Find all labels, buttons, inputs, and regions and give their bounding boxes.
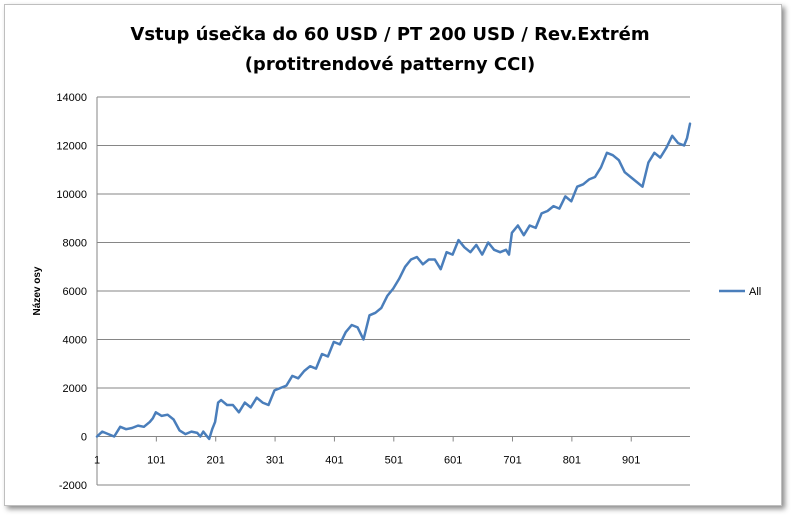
x-tick-label: 301: [266, 455, 284, 467]
chart-title-line-1: Vstup úsečka do 60 USD / PT 200 USD / Re…: [130, 24, 650, 45]
x-tick-label: 1: [94, 455, 100, 467]
x-tick-label: 601: [444, 455, 462, 467]
y-tick-label: 12000: [56, 141, 87, 153]
y-tick-label: 2000: [63, 383, 87, 395]
y-tick-label: 10000: [56, 189, 87, 201]
x-tick-labels: 1 101 201 301 401 501 601 701 801 901: [94, 455, 640, 467]
x-tick-label: 701: [503, 455, 521, 467]
y-tick-label: 4000: [63, 335, 87, 347]
y-tick-label: 0: [81, 432, 87, 444]
x-tick-label: 801: [563, 455, 581, 467]
y-tick-label: 14000: [56, 92, 87, 104]
legend: All: [719, 286, 761, 298]
y-tick-labels: -2000 0 2000 4000 6000 8000 10000 12000 14000: [56, 92, 87, 492]
x-tick-label: 401: [325, 455, 343, 467]
gridlines: [97, 96, 690, 486]
y-tick-label: 8000: [63, 238, 87, 250]
y-axis-title: Název osy: [32, 266, 43, 315]
x-tick-label: 901: [622, 455, 640, 467]
series-line-all: [95, 122, 692, 441]
x-tick-label: 101: [147, 455, 165, 467]
y-tick-label: 6000: [63, 286, 87, 298]
y-tick-label: -2000: [59, 480, 87, 492]
axes: [96, 97, 690, 485]
chart-title-line-2: (protitrendové patterny CCI): [244, 54, 536, 75]
series-lines: [95, 122, 692, 441]
chart-title: Vstup úsečka do 60 USD / PT 200 USD / Re…: [0, 20, 780, 80]
chart-area: [4, 4, 782, 506]
legend-label-all: All: [749, 286, 761, 298]
x-tick-label: 501: [385, 455, 403, 467]
x-tick-label: 201: [207, 455, 225, 467]
